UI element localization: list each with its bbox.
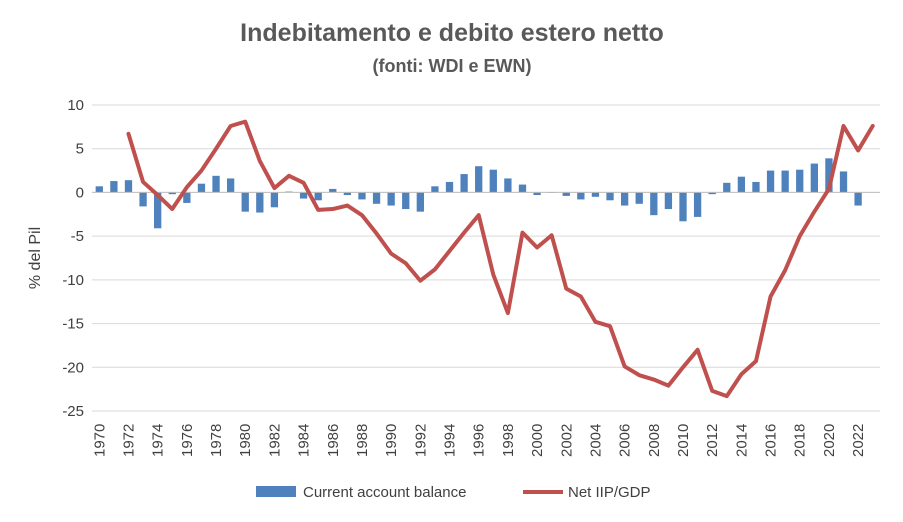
x-tick-label: 2020: [821, 424, 838, 457]
legend-label-bar: Current account balance: [303, 484, 466, 501]
x-tick-label: 1986: [325, 424, 342, 457]
legend: Current account balance Net IIP/GDP: [256, 484, 651, 501]
x-tick-label: 2002: [558, 424, 575, 457]
bar: [504, 178, 512, 193]
bar: [839, 171, 848, 193]
bar: [475, 166, 483, 193]
x-tick-label: 2022: [850, 424, 867, 457]
bar: [387, 192, 395, 206]
bar: [270, 192, 279, 208]
bar: [591, 192, 600, 197]
x-tick-label: 1992: [412, 424, 429, 457]
x-tick-label: 1994: [442, 424, 459, 457]
bar: [737, 176, 746, 193]
bar: [372, 192, 381, 204]
bar: [110, 181, 118, 193]
bar: [854, 192, 862, 206]
bar: [489, 169, 497, 193]
x-tick-label: 1980: [237, 424, 254, 457]
x-tick-label: 1998: [500, 424, 517, 457]
x-tick-label: 2000: [529, 424, 546, 457]
bar: [825, 158, 833, 193]
bar: [723, 182, 731, 193]
bar: [533, 192, 541, 196]
bar: [256, 192, 264, 213]
bar: [664, 192, 673, 210]
x-tick-label: 1978: [208, 424, 225, 457]
x-tick-label: 2018: [792, 424, 809, 457]
bar: [95, 186, 103, 193]
bar: [679, 192, 687, 222]
x-tick-label: 1988: [354, 424, 371, 457]
bar: [124, 180, 133, 193]
bar: [650, 192, 658, 216]
bar: [402, 192, 410, 210]
bar: [445, 181, 454, 193]
bar: [168, 192, 176, 195]
y-tick-label: 10: [67, 97, 84, 114]
bar: [577, 192, 585, 200]
bar: [708, 192, 716, 195]
line-series-net-iip-gdp: [126, 119, 875, 399]
bar: [416, 192, 424, 212]
bar: [518, 184, 527, 193]
bar: [766, 170, 775, 193]
x-tick-label: 2010: [675, 424, 692, 457]
x-tick-label: 2006: [617, 424, 634, 457]
y-tick-label: 0: [76, 184, 84, 201]
bar: [241, 192, 249, 212]
x-tick-label: 2016: [763, 424, 780, 457]
y-tick-label: -25: [62, 403, 84, 420]
y-axis-label: % del Pil: [27, 227, 44, 289]
y-tick-label: -5: [71, 228, 84, 245]
x-tick-label: 1972: [120, 424, 137, 457]
bar: [606, 192, 614, 201]
chart-subtitle: (fonti: WDI e EWN): [373, 56, 532, 76]
bar: [212, 175, 220, 193]
x-tick-label: 1982: [266, 424, 283, 457]
x-tick-label: 2012: [704, 424, 721, 457]
bar: [154, 192, 162, 229]
bar: [752, 181, 760, 193]
bar: [139, 192, 147, 207]
bar: [460, 174, 468, 193]
legend-label-line: Net IIP/GDP: [568, 484, 651, 501]
y-tick-labels: 10 5 0 -5 -10 -15 -20 -25: [62, 97, 84, 420]
bar: [329, 188, 337, 193]
bar: [431, 186, 439, 193]
bar: [620, 192, 629, 206]
x-tick-label: 2014: [733, 424, 750, 457]
bar: [314, 192, 322, 201]
bar: [197, 183, 206, 193]
x-tick-label: 1976: [179, 424, 196, 457]
bar: [810, 163, 818, 193]
bar: [796, 169, 804, 193]
y-tick-label: -10: [62, 272, 84, 289]
bar: [562, 192, 570, 196]
y-tick-label: -20: [62, 359, 84, 376]
y-tick-label: 5: [76, 141, 84, 158]
x-tick-label: 1984: [296, 424, 313, 457]
bar: [183, 192, 191, 203]
x-tick-labels: 1970 1972 1974 1976 1978 1980 1982 1984 1986 1988…: [91, 424, 867, 457]
gridlines: [92, 104, 880, 412]
x-tick-label: 1990: [383, 424, 400, 457]
bar: [635, 192, 643, 204]
y-tick-label: -15: [62, 316, 84, 333]
bar: [693, 192, 702, 217]
x-tick-label: 2004: [587, 424, 604, 457]
chart-title: Indebitamento e debito estero netto: [240, 19, 664, 47]
bar: [358, 192, 366, 200]
x-tick-label: 2008: [646, 424, 663, 457]
bar: [343, 192, 352, 196]
legend-swatch-bar: [256, 486, 296, 497]
x-tick-label: 1970: [91, 424, 108, 457]
x-tick-label: 1996: [471, 424, 488, 457]
bar: [299, 192, 308, 199]
bar: [226, 178, 235, 193]
bar: [781, 170, 789, 193]
x-tick-label: 1974: [150, 424, 167, 457]
